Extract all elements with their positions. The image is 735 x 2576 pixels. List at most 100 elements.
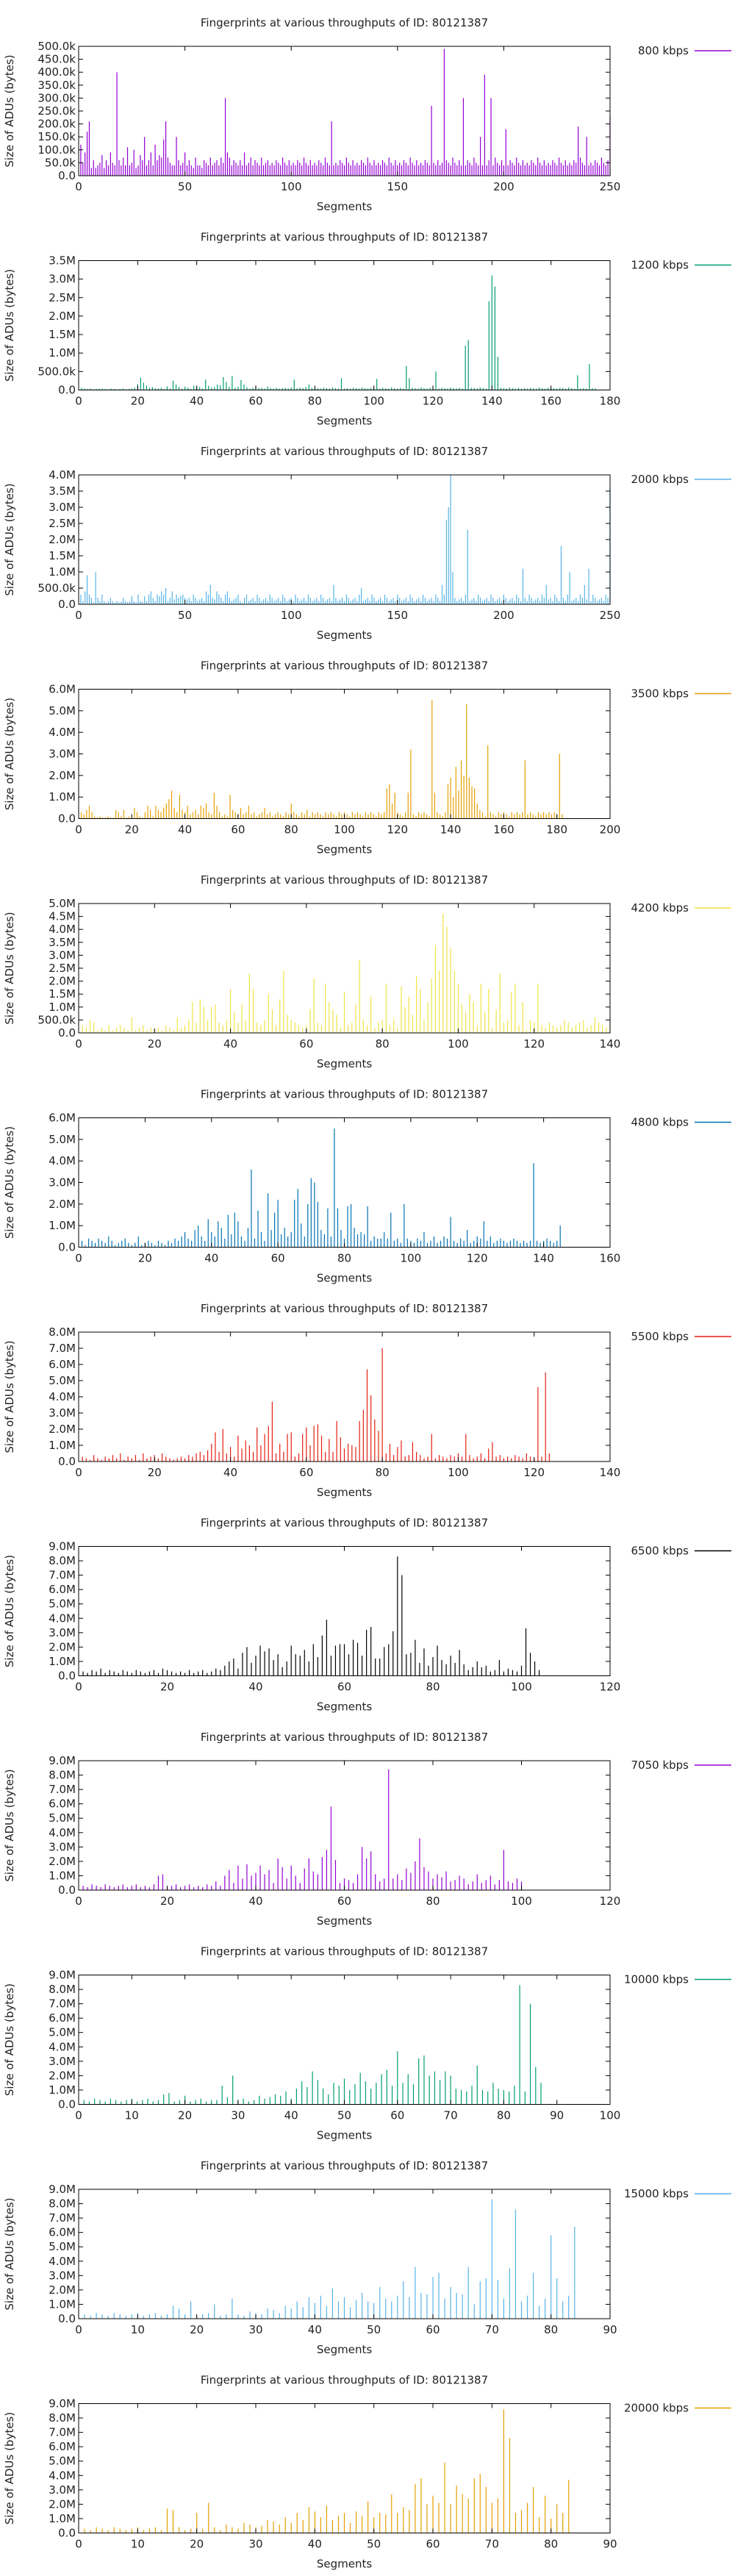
x-tick-label: 20: [131, 395, 145, 408]
y-tick-label: 1.0M: [49, 2083, 76, 2097]
y-tick-label: 2.0M: [49, 2069, 76, 2082]
x-tick-label: 70: [485, 2323, 499, 2336]
chart-panel-1: Fingerprints at various throughputs of I…: [3, 16, 731, 213]
y-tick-label: 4.0M: [49, 1390, 76, 1403]
y-tick-label: 4.0M: [49, 1826, 76, 1839]
x-tick-label: 60: [248, 395, 262, 408]
x-tick-label: 180: [600, 395, 621, 408]
y-tick-label: 6.0M: [49, 683, 76, 696]
x-tick-label: 80: [544, 2323, 558, 2336]
x-tick-label: 90: [603, 2538, 617, 2551]
x-tick-label: 60: [299, 1037, 313, 1051]
x-tick-label: 80: [497, 2109, 511, 2122]
y-tick-label: 4.0M: [49, 726, 76, 739]
y-tick-label: 5.0M: [49, 2455, 76, 2468]
x-tick-label: 140: [533, 1252, 554, 1265]
y-tick-label: 1.5M: [49, 549, 76, 562]
y-axis-label: Size of ADUs (bytes): [3, 1555, 16, 1667]
y-tick-label: 2.0M: [49, 769, 76, 782]
chart-title: Fingerprints at various throughputs of I…: [201, 1088, 488, 1101]
y-tick-label: 6.0M: [49, 1358, 76, 1371]
bar-series: [81, 275, 596, 390]
x-tick-label: 0: [75, 1895, 82, 1908]
x-tick-label: 40: [284, 2109, 298, 2122]
x-tick-label: 60: [299, 1466, 313, 1479]
chart-title: Fingerprints at various throughputs of I…: [201, 873, 488, 887]
y-axis-label: Size of ADUs (bytes): [3, 54, 16, 167]
x-tick-label: 100: [363, 395, 384, 408]
y-tick-label: 6.0M: [49, 2011, 76, 2025]
y-tick-label: 450.0k: [37, 53, 76, 66]
x-tick-label: 90: [550, 2109, 564, 2122]
chart-panel-7: Fingerprints at various throughputs of I…: [3, 1302, 731, 1499]
y-axis-label: Size of ADUs (bytes): [3, 1340, 16, 1453]
x-tick-label: 0: [75, 1466, 82, 1479]
x-tick-label: 20: [178, 2109, 192, 2122]
x-tick-label: 40: [248, 1681, 262, 1694]
y-tick-label: 3.5M: [49, 254, 76, 268]
y-tick-label: 2.0M: [49, 310, 76, 323]
plot-frame: [78, 260, 611, 390]
y-tick-label: 3.0M: [49, 1406, 76, 1420]
x-tick-label: 60: [426, 2323, 440, 2336]
x-tick-label: 250: [600, 609, 621, 622]
y-tick-label: 0.0: [58, 812, 76, 826]
y-tick-label: 7.0M: [49, 2426, 76, 2439]
y-tick-label: 2.0M: [49, 1855, 76, 1868]
y-tick-label: 6.0M: [49, 2226, 76, 2239]
x-axis-label: Segments: [317, 2129, 373, 2142]
y-tick-label: 2.5M: [49, 517, 76, 530]
y-tick-label: 7.0M: [49, 1342, 76, 1355]
legend-label: 1200 kbps: [631, 259, 689, 272]
y-tick-label: 0.0: [58, 1670, 76, 1683]
bar-series: [82, 914, 611, 1033]
x-tick-label: 0: [75, 1037, 82, 1051]
y-tick-label: 1.5M: [49, 328, 76, 341]
y-tick-label: 1.0M: [49, 1655, 76, 1668]
y-tick-label: 7.0M: [49, 1783, 76, 1796]
y-tick-label: 4.0M: [49, 923, 76, 936]
x-tick-label: 0: [75, 2538, 82, 2551]
y-tick-label: 0.0: [58, 1455, 76, 1468]
x-tick-label: 120: [423, 395, 444, 408]
y-tick-label: 150.0k: [37, 130, 76, 143]
x-tick-label: 20: [190, 2538, 204, 2551]
legend-label: 7050 kbps: [631, 1759, 689, 1772]
x-tick-label: 60: [337, 1895, 351, 1908]
legend-label: 15000 kbps: [624, 2187, 689, 2200]
x-tick-label: 50: [367, 2538, 381, 2551]
x-tick-label: 120: [600, 1681, 621, 1694]
x-tick-label: 160: [493, 823, 514, 837]
x-axis-label: Segments: [317, 1486, 373, 1499]
chart-title: Fingerprints at various throughputs of I…: [201, 445, 488, 458]
chart-panel-11: Fingerprints at various throughputs of I…: [3, 2159, 731, 2356]
x-tick-label: 80: [308, 395, 322, 408]
y-tick-label: 8.0M: [49, 1983, 76, 1996]
x-tick-label: 40: [248, 1895, 262, 1908]
x-tick-label: 40: [178, 823, 192, 837]
y-tick-label: 8.0M: [49, 2197, 76, 2211]
x-tick-label: 100: [448, 1037, 469, 1051]
y-tick-label: 1.0M: [49, 2512, 76, 2525]
x-tick-label: 80: [544, 2538, 558, 2551]
x-tick-label: 50: [367, 2323, 381, 2336]
y-tick-label: 8.0M: [49, 1325, 76, 1339]
y-tick-label: 0.0: [58, 1883, 76, 1897]
x-tick-label: 70: [485, 2538, 499, 2551]
x-tick-label: 60: [337, 1681, 351, 1694]
x-tick-label: 20: [125, 823, 139, 837]
y-tick-label: 300.0k: [37, 91, 76, 104]
y-tick-label: 0.0: [58, 1241, 76, 1254]
x-tick-label: 120: [600, 1895, 621, 1908]
x-axis-label: Segments: [317, 1914, 373, 1928]
x-tick-label: 150: [387, 180, 408, 193]
x-tick-label: 100: [511, 1895, 532, 1908]
y-axis-label: Size of ADUs (bytes): [3, 1769, 16, 1881]
x-tick-label: 80: [426, 1681, 440, 1694]
bar-series: [83, 1985, 542, 2105]
plot-frame: [78, 2403, 611, 2533]
chart-panel-12: Fingerprints at various throughputs of I…: [3, 2374, 731, 2571]
y-tick-label: 0.0: [58, 2098, 76, 2111]
x-tick-label: 120: [467, 1252, 488, 1265]
